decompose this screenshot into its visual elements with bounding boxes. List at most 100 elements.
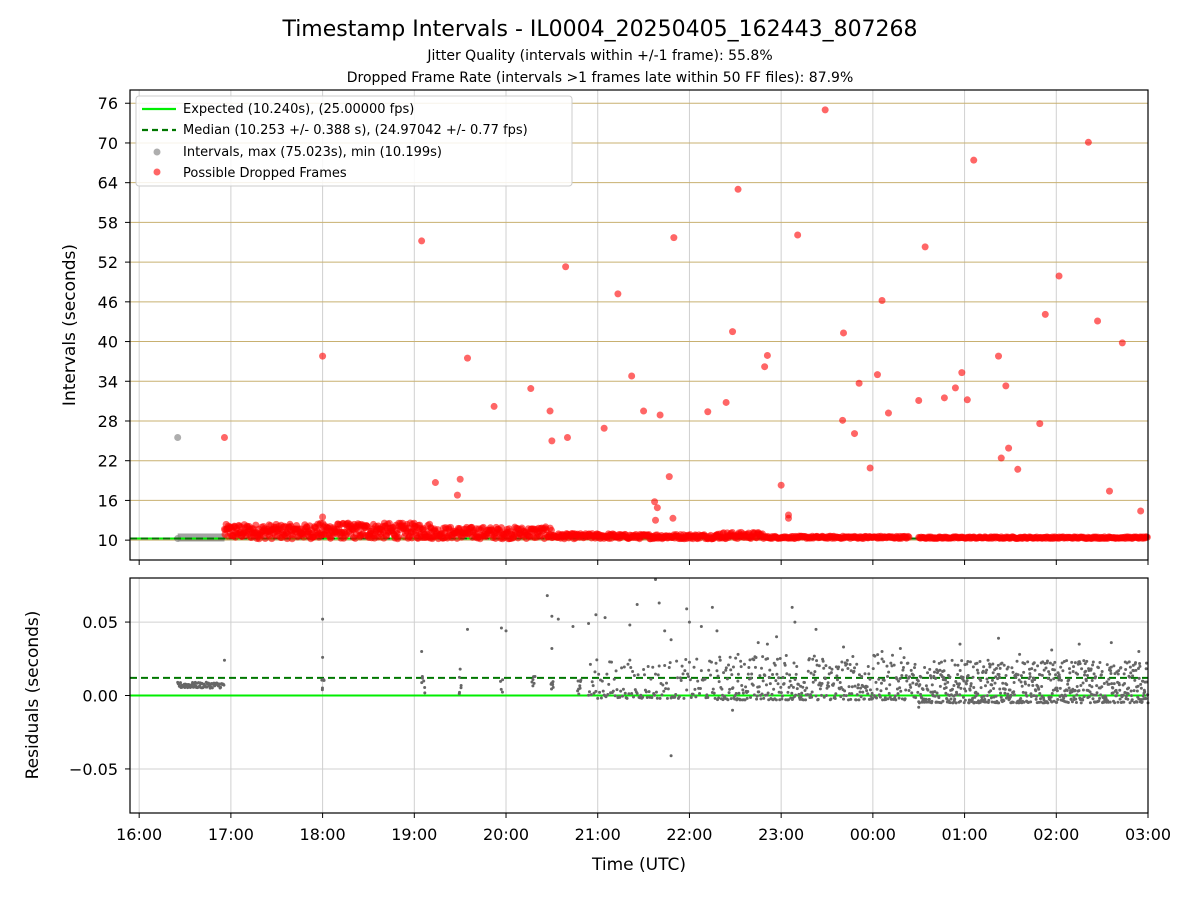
residual-point [887, 670, 891, 674]
residual-point [815, 659, 819, 663]
residual-point [619, 689, 623, 693]
residual-point [895, 677, 899, 681]
dropped-frame-point [951, 384, 959, 392]
residual-point [965, 662, 969, 666]
residual-point [755, 694, 759, 698]
residual-point [1135, 689, 1139, 693]
residual-point [843, 689, 847, 693]
residual-point [851, 654, 855, 658]
residual-point [1030, 667, 1034, 671]
dropped-frame-point [651, 498, 659, 506]
dropped-frame-band-point [394, 533, 402, 541]
residual-point [859, 695, 863, 699]
residual-point [1075, 693, 1079, 697]
residual-point [944, 678, 948, 682]
residual-point [999, 695, 1003, 699]
residual-point [845, 662, 849, 666]
residual-point [791, 685, 795, 689]
residual-point [1036, 664, 1040, 668]
residual-point [1034, 697, 1038, 701]
residual-point [948, 701, 952, 705]
residual-point [609, 660, 613, 664]
residual-point [894, 698, 898, 702]
residual-point [898, 647, 902, 650]
residual-point [803, 688, 807, 692]
intervals-y-tick-label: 52 [98, 253, 118, 272]
residual-point [755, 697, 759, 701]
residual-point [763, 674, 767, 678]
residual-point [1065, 659, 1069, 663]
residual-point [757, 685, 761, 689]
residual-point [550, 647, 554, 650]
residual-point [626, 662, 630, 666]
dropped-frame-point [431, 479, 439, 487]
residual-point [961, 695, 965, 699]
residual-point [631, 695, 635, 699]
residual-point [729, 668, 733, 672]
residual-point [1111, 691, 1115, 695]
residual-point [990, 678, 994, 682]
residual-point [829, 697, 833, 701]
residual-point [724, 668, 728, 672]
residual-point [866, 665, 870, 669]
residual-point [604, 695, 608, 699]
residual-point [985, 668, 989, 672]
residual-point [664, 687, 668, 691]
residual-point [1015, 659, 1019, 663]
residual-point [842, 645, 846, 649]
residual-point [1012, 680, 1016, 684]
residual-point [964, 682, 968, 686]
residual-point [1129, 671, 1133, 675]
residual-point [663, 664, 667, 668]
intervals-y-tick-label: 76 [98, 94, 118, 113]
residual-point [605, 672, 609, 676]
residual-point [879, 681, 883, 685]
residual-point [715, 629, 719, 633]
residual-point [924, 697, 928, 701]
residual-point [1138, 661, 1142, 665]
residual-point [1132, 669, 1136, 673]
residual-point [1084, 669, 1088, 673]
intervals-y-ticks: 10 16 22 28 34 40 46 52 58 64 70 76 [98, 94, 130, 550]
residual-point [878, 695, 882, 699]
residual-point [868, 677, 872, 681]
residual-point [1061, 669, 1065, 673]
residual-point [669, 638, 673, 642]
residual-point [913, 662, 917, 666]
residual-point [801, 698, 805, 702]
residual-point [902, 656, 906, 660]
residual-point [847, 685, 851, 689]
residual-point [954, 679, 958, 683]
residual-point [1046, 701, 1050, 705]
residual-point [587, 693, 591, 697]
residual-point [627, 692, 631, 696]
residual-point [1006, 692, 1010, 696]
x-tick-label: 16:00 [116, 825, 162, 844]
residual-point [728, 655, 732, 659]
residual-point [775, 657, 779, 661]
residual-point [777, 676, 781, 680]
residual-point [684, 658, 688, 662]
residual-point [890, 653, 894, 657]
residual-point [959, 699, 963, 703]
residual-point [901, 665, 905, 669]
residual-point [930, 699, 934, 703]
x-axis-label: Time (UTC) [591, 855, 686, 875]
residual-point [1115, 691, 1119, 695]
residual-point [1100, 685, 1104, 689]
residual-point [899, 689, 903, 693]
residual-point [849, 669, 853, 673]
residual-point [996, 663, 1000, 667]
residual-point [965, 679, 969, 683]
residual-point [987, 698, 991, 702]
residual-point [683, 669, 687, 673]
residual-point [729, 697, 733, 701]
residual-point [1129, 694, 1133, 698]
residual-point [1001, 681, 1005, 685]
dropped-frame-band-point [492, 534, 500, 542]
residual-point [926, 688, 930, 692]
residual-point [658, 696, 662, 700]
residual-point [798, 697, 802, 701]
residual-point [790, 691, 794, 695]
